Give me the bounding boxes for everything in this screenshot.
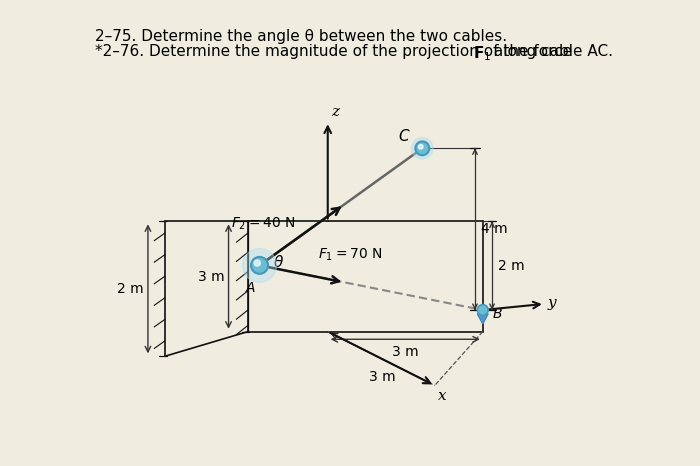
Circle shape bbox=[419, 144, 423, 149]
Text: 3 m: 3 m bbox=[369, 370, 396, 384]
Text: $A$: $A$ bbox=[245, 281, 256, 295]
Text: y: y bbox=[548, 296, 556, 310]
Text: $\theta$: $\theta$ bbox=[274, 254, 284, 270]
Text: $F_1 = 70\ \mathrm{N}$: $F_1 = 70\ \mathrm{N}$ bbox=[318, 247, 383, 263]
Text: along cable AC.: along cable AC. bbox=[489, 44, 613, 59]
Circle shape bbox=[254, 260, 260, 266]
Text: $B$: $B$ bbox=[492, 307, 503, 321]
Text: 3 m: 3 m bbox=[392, 345, 419, 359]
Text: $F_2 = 40\ \mathrm{N}$: $F_2 = 40\ \mathrm{N}$ bbox=[231, 216, 295, 232]
Text: 2 m: 2 m bbox=[117, 282, 144, 296]
Text: 2 m: 2 m bbox=[498, 259, 525, 273]
Text: $\mathbf{F}_1$: $\mathbf{F}_1$ bbox=[473, 44, 491, 63]
Text: $C$: $C$ bbox=[398, 129, 411, 144]
Text: z: z bbox=[332, 105, 340, 119]
Circle shape bbox=[412, 137, 433, 159]
Text: *2–76. Determine the magnitude of the projection of the force: *2–76. Determine the magnitude of the pr… bbox=[95, 44, 578, 59]
Text: 2–75. Determine the angle θ between the two cables.: 2–75. Determine the angle θ between the … bbox=[95, 29, 507, 44]
Circle shape bbox=[251, 257, 268, 274]
Text: 3 m: 3 m bbox=[198, 269, 225, 283]
Circle shape bbox=[415, 141, 429, 155]
Text: x: x bbox=[438, 389, 447, 403]
Polygon shape bbox=[477, 314, 488, 324]
Circle shape bbox=[477, 305, 488, 315]
Circle shape bbox=[242, 248, 276, 282]
Text: 4 m: 4 m bbox=[481, 222, 508, 236]
